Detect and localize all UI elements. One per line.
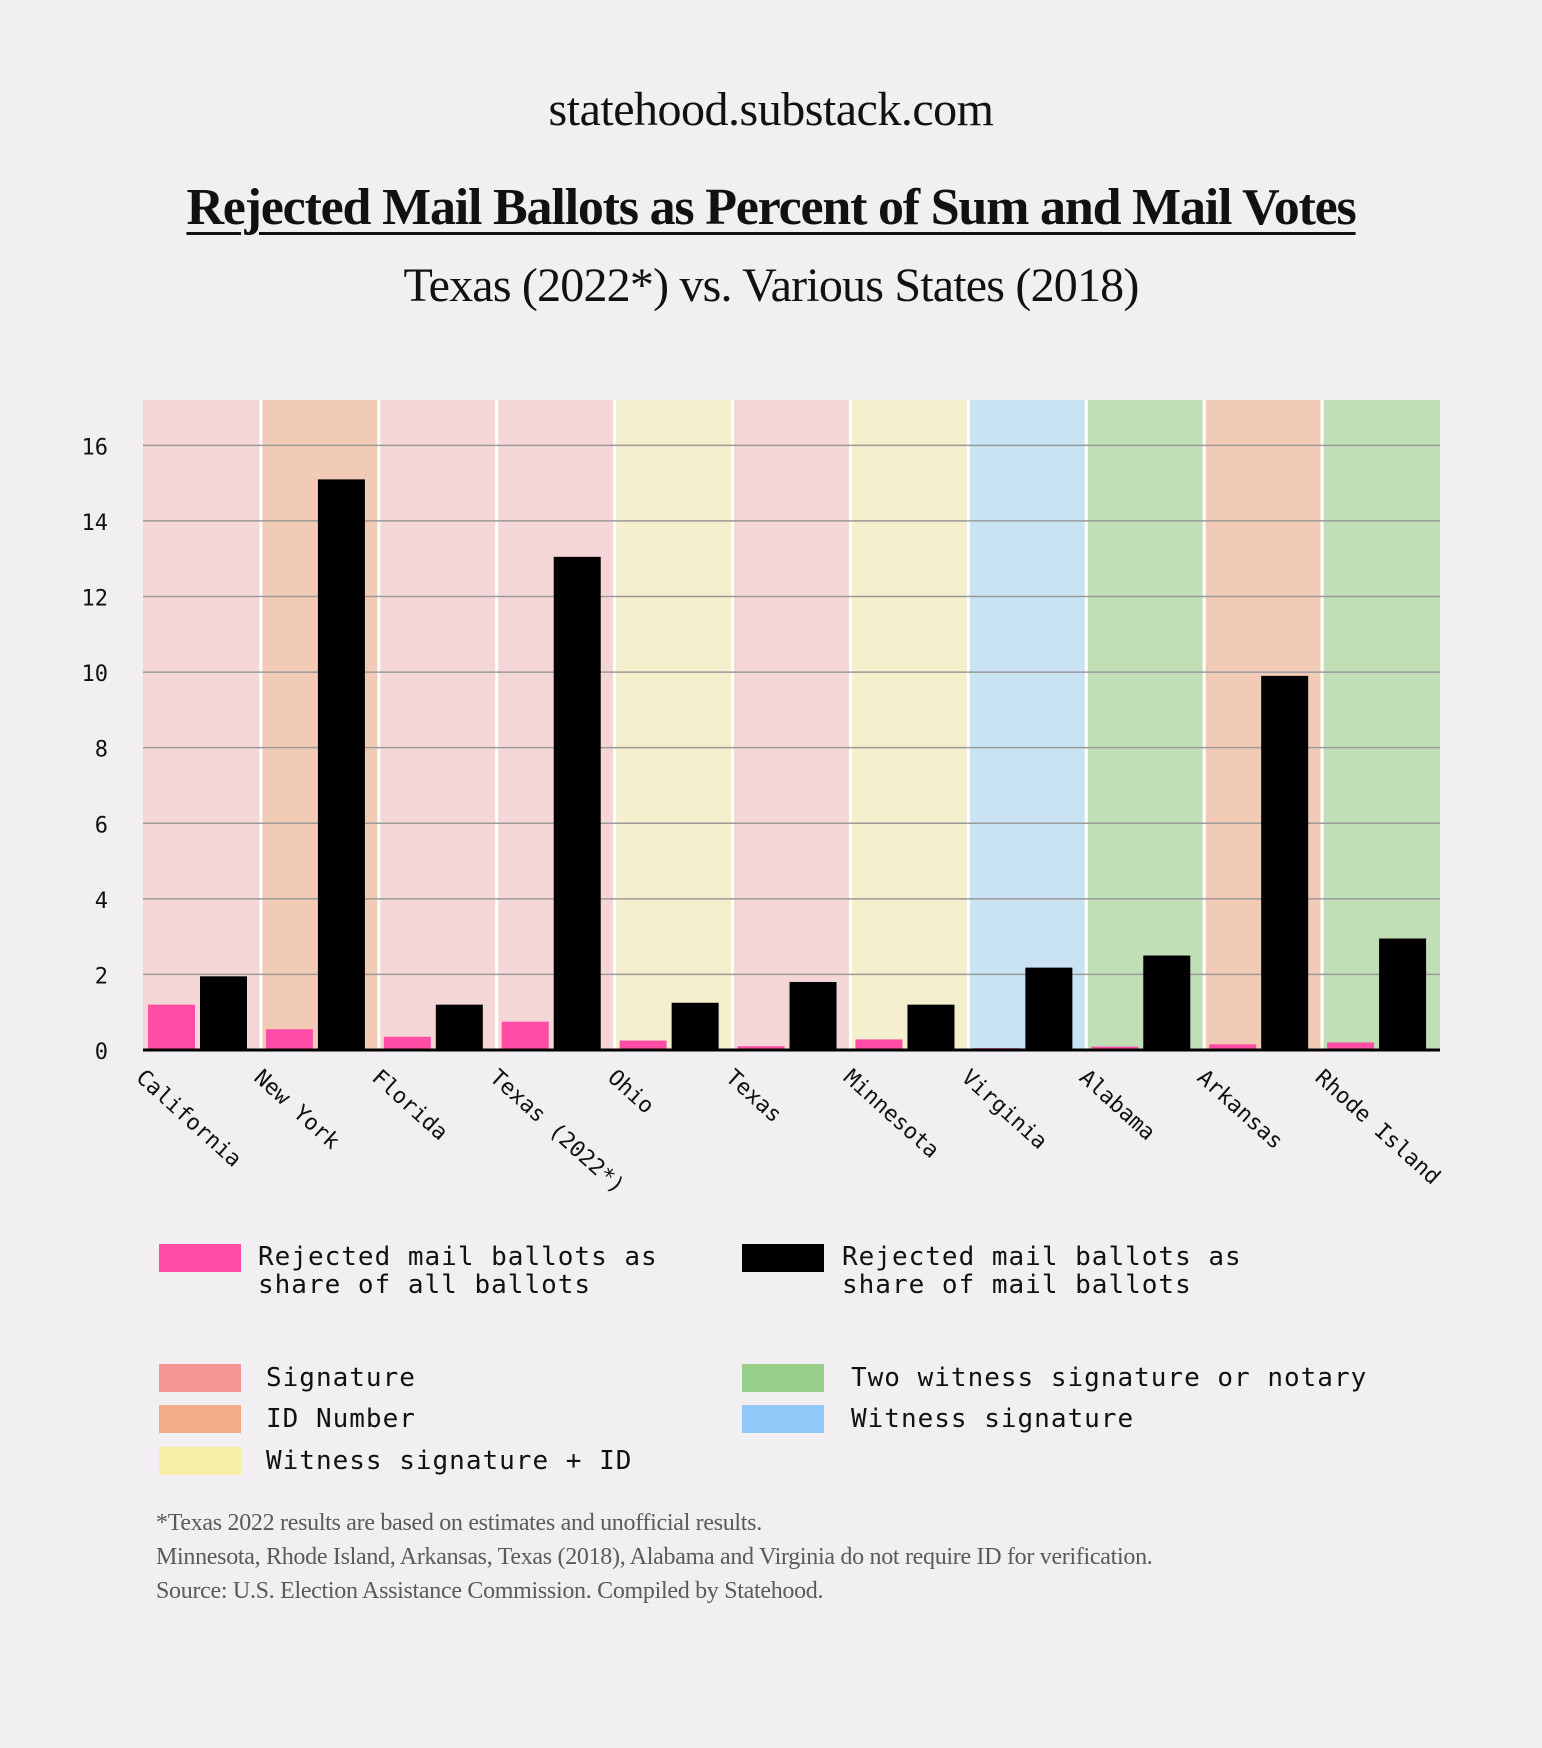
x-tick-label: Texas bbox=[720, 1065, 786, 1128]
x-tick-label: Arkansas bbox=[1192, 1065, 1287, 1154]
legend-swatch-mail-ballots bbox=[742, 1244, 824, 1272]
x-tick-label: New York bbox=[249, 1065, 344, 1154]
bar-mail-ballots-california bbox=[200, 976, 247, 1050]
chart-title: Rejected Mail Ballots as Percent of Sum … bbox=[186, 179, 1356, 236]
legend-swatch-witness-signature-id bbox=[159, 1447, 241, 1475]
y-tick-label: 12 bbox=[82, 587, 109, 612]
bar-mail-ballots-arkansas bbox=[1261, 675, 1309, 1050]
legend-label-two-witness-notary: Two witness signature or notary bbox=[851, 1363, 1368, 1393]
x-tick-label: Ohio bbox=[602, 1065, 658, 1119]
band-california bbox=[143, 400, 261, 1050]
site-name: statehood.substack.com bbox=[548, 83, 994, 136]
legend-swatch-all-ballots bbox=[159, 1244, 241, 1272]
x-tick-label: Rhode Island bbox=[1310, 1065, 1445, 1190]
x-tick-label: Virginia bbox=[956, 1065, 1051, 1154]
bar-mail-ballots-minnesota bbox=[907, 1004, 955, 1050]
bar-all-ballots-arkansas bbox=[1209, 1044, 1257, 1050]
bar-all-ballots-california bbox=[148, 1004, 195, 1050]
bar-mail-ballots-virginia bbox=[1025, 967, 1073, 1050]
legend-swatch-witness-signature bbox=[742, 1405, 824, 1433]
legend-label-mail-ballots: Rejected mail ballots as share of mail b… bbox=[842, 1242, 1242, 1300]
x-tick-label: Alabama bbox=[1074, 1065, 1160, 1146]
y-tick-label: 14 bbox=[82, 511, 109, 536]
bar-all-ballots-new-york bbox=[265, 1029, 313, 1050]
legend-label-witness-signature: Witness signature bbox=[851, 1404, 1135, 1434]
bar-all-ballots-ohio bbox=[619, 1040, 667, 1050]
legend-swatch-id-number bbox=[159, 1405, 241, 1433]
legend-label-signature: Signature bbox=[266, 1363, 416, 1393]
legend-label-witness-signature-id: Witness signature + ID bbox=[266, 1446, 633, 1476]
y-tick-label: 8 bbox=[95, 738, 108, 763]
chart-subtitle: Texas (2022*) vs. Various States (2018) bbox=[403, 259, 1139, 312]
y-tick-label: 4 bbox=[95, 889, 108, 914]
legend-swatch-two-witness-notary bbox=[742, 1364, 824, 1392]
band-ohio bbox=[614, 400, 733, 1050]
x-tick-label: Minnesota bbox=[838, 1065, 943, 1163]
band-alabama bbox=[1086, 400, 1205, 1050]
y-tick-label: 10 bbox=[82, 662, 109, 687]
bar-all-ballots-minnesota bbox=[855, 1039, 903, 1050]
y-tick-label: 16 bbox=[82, 435, 109, 460]
y-tick-label: 0 bbox=[95, 1040, 108, 1065]
bar-mail-ballots-alabama bbox=[1143, 955, 1191, 1050]
footnote-id-requirement: Minnesota, Rhode Island, Arkansas, Texas… bbox=[156, 1544, 1153, 1570]
bar-all-ballots-alabama bbox=[1091, 1046, 1139, 1050]
band-virginia bbox=[968, 400, 1087, 1050]
bar-all-ballots-texas bbox=[737, 1046, 785, 1050]
bar-mail-ballots-rhode-island bbox=[1379, 938, 1427, 1050]
legend-swatch-signature bbox=[159, 1364, 241, 1392]
bar-all-ballots-florida bbox=[383, 1036, 431, 1050]
footnotes: *Texas 2022 results are based on estimat… bbox=[156, 1506, 1153, 1608]
bar-mail-ballots-florida bbox=[435, 1004, 483, 1050]
bar-all-ballots-texas-2022 bbox=[501, 1021, 549, 1050]
legend-label-all-ballots: Rejected mail ballots as share of all ba… bbox=[258, 1242, 658, 1300]
bar-chart: 0 2 4 6 8 10 12 14 16 California New York Florida Te… bbox=[82, 400, 1445, 1199]
bar-mail-ballots-texas bbox=[789, 981, 837, 1050]
x-tick-label: Florida bbox=[367, 1065, 453, 1146]
y-tick-label: 2 bbox=[95, 964, 108, 989]
band-minnesota bbox=[850, 400, 969, 1050]
footnote-source: Source: U.S. Election Assistance Commiss… bbox=[156, 1578, 824, 1604]
y-tick-label: 6 bbox=[95, 813, 108, 838]
legend-label-id-number: ID Number bbox=[266, 1404, 416, 1434]
bar-all-ballots-rhode-island bbox=[1327, 1042, 1375, 1050]
bar-mail-ballots-new-york bbox=[317, 479, 365, 1050]
bar-mail-ballots-texas-2022 bbox=[553, 556, 601, 1050]
x-tick-label: California bbox=[131, 1065, 246, 1172]
bar-mail-ballots-ohio bbox=[671, 1002, 719, 1050]
band-florida bbox=[378, 400, 497, 1050]
band-texas bbox=[732, 400, 851, 1050]
footnote-estimates: *Texas 2022 results are based on estimat… bbox=[156, 1510, 762, 1536]
